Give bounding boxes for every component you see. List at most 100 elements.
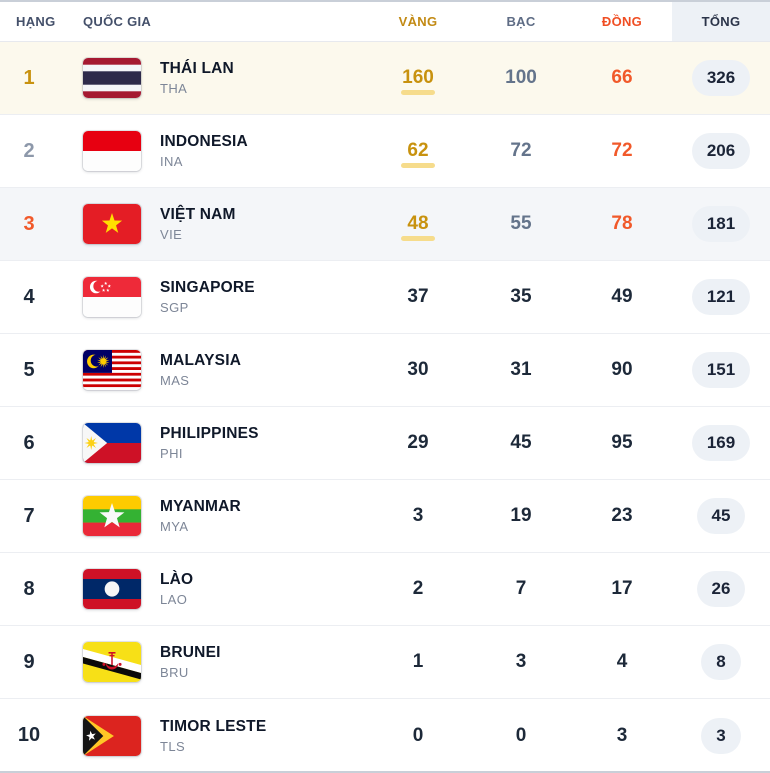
total-pill: 181 [691,206,751,242]
total-cell: 45 [672,498,770,534]
col-header-total[interactable]: TỔNG [672,2,770,41]
bronze-count-cell: 78 [572,213,672,235]
silver-count-cell: 7 [470,578,572,600]
total-pill: 121 [691,279,751,315]
gold-count-cell: 48 [366,213,470,241]
silver-count: 35 [510,286,532,307]
gold-underline [401,90,435,95]
country-code: VIE [160,227,183,242]
country-name: PHILIPPINES [160,425,259,442]
gold-count: 62 [407,140,429,161]
col-header-bronze[interactable]: ĐỒNG [601,14,643,29]
country-cell: MYANMAR MYA [66,496,366,536]
gold-count: 0 [412,724,424,746]
rank-cell: 10 [0,724,66,747]
silver-count: 0 [515,724,527,746]
silver-count: 19 [510,505,532,526]
country-name: MALAYSIA [160,352,242,369]
table-row: 7 MYANMAR MYA 3 19 23 45 [0,480,770,553]
total-pill: 45 [696,498,746,534]
total-pill: 169 [691,425,751,461]
bronze-count: 66 [611,67,633,88]
total-cell: 169 [672,425,770,461]
country-cell: BRUNEI BRU [66,642,366,682]
table-row: 4 SINGAPORE SGP 37 35 49 121 [0,261,770,334]
bronze-count: 78 [611,213,633,234]
bronze-count-cell: 66 [572,67,672,89]
silver-count-cell: 19 [470,505,572,527]
total-cell: 326 [672,60,770,96]
silver-count: 31 [510,359,532,380]
brunei-flag [83,642,141,682]
thailand-flag [83,58,141,98]
country-code: MYA [160,519,189,534]
bronze-count-cell: 90 [572,359,672,381]
bronze-count-cell: 49 [572,286,672,308]
silver-count-cell: 3 [470,651,572,673]
bronze-count-cell: 17 [572,578,672,600]
gold-count-cell: 1 [366,651,470,673]
rank-number: 10 [17,724,41,746]
col-header-silver[interactable]: BẠC [506,14,536,29]
table-row: 3 VIỆT NAM VIE 48 55 78 181 [0,188,770,261]
country-cell: SINGAPORE SGP [66,277,366,317]
myanmar-flag [83,496,141,536]
malaysia-flag [83,350,141,390]
gold-count-cell: 2 [366,578,470,600]
silver-count-cell: 35 [470,286,572,308]
country-code: LAO [160,592,188,607]
total-pill: 206 [691,133,751,169]
total-pill: 151 [691,352,751,388]
vietnam-flag [83,204,141,244]
country-name: VIỆT NAM [160,206,236,223]
gold-count: 2 [412,578,424,599]
bronze-count: 95 [611,432,633,453]
gold-count-cell: 62 [366,140,470,168]
rank-number: 1 [23,66,35,89]
table-row: 9 BRUNEI BRU 1 3 4 8 [0,626,770,699]
table-row: 10 TIMOR LESTE TLS 0 0 3 3 [0,699,770,771]
country-name: MYANMAR [160,498,241,515]
rank-number: 9 [23,650,35,673]
total-pill: 26 [696,571,746,607]
col-header-gold[interactable]: VÀNG [398,14,438,29]
country-name: THÁI LAN [160,60,234,77]
total-cell: 8 [672,644,770,680]
table-row: 2 INDONESIA INA 62 72 72 206 [0,115,770,188]
gold-count-cell: 160 [366,67,470,95]
total-cell: 181 [672,206,770,242]
country-code: BRU [160,665,189,680]
gold-count: 48 [407,213,429,234]
bronze-count-cell: 72 [572,140,672,162]
country-name: LÀO [160,571,194,588]
bronze-count: 90 [611,359,633,380]
table-row: 5 MALAYSIA MAS 30 31 90 151 [0,334,770,407]
bronze-count: 3 [616,724,628,746]
gold-count: 1 [412,651,424,672]
gold-count-cell: 37 [366,286,470,308]
country-cell: INDONESIA INA [66,131,366,171]
total-pill: 8 [701,644,741,680]
country-cell: VIỆT NAM VIE [66,204,366,244]
rank-number: 4 [23,285,35,308]
total-cell: 206 [672,133,770,169]
gold-count-cell: 30 [366,359,470,381]
bronze-count-cell: 95 [572,432,672,454]
rank-number: 2 [23,139,35,162]
total-cell: 121 [672,279,770,315]
rank-cell: 8 [0,578,66,601]
table-row: 1 THÁI LAN THA 160 100 66 326 [0,42,770,115]
rank-cell: 6 [0,432,66,455]
silver-count-cell: 100 [470,67,572,89]
silver-count: 100 [505,67,537,88]
gold-count: 3 [412,505,424,526]
total-cell: 151 [672,352,770,388]
rank-cell: 1 [0,67,66,90]
singapore-flag [83,277,141,317]
rank-cell: 2 [0,140,66,163]
gold-count: 160 [402,67,434,88]
timor-leste-flag [83,715,141,756]
gold-underline [401,163,435,168]
rank-cell: 5 [0,359,66,382]
rank-number: 6 [23,431,35,454]
